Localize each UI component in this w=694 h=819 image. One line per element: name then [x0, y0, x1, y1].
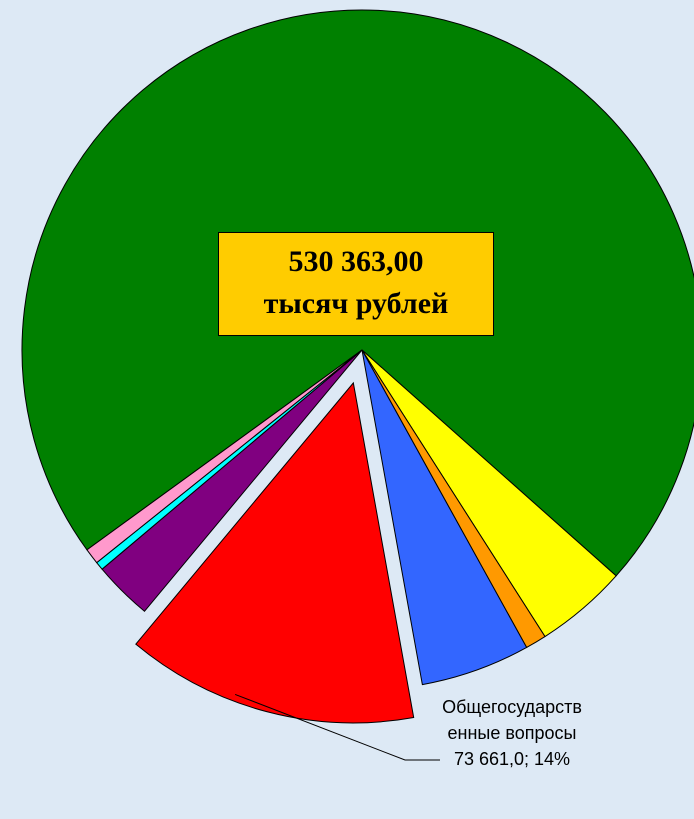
total-box: 530 363,00 тысяч рублей — [218, 232, 494, 336]
total-unit: тысяч рублей — [263, 287, 449, 320]
data-label: Общегосударственные вопросы 73 661,0; 14% — [442, 694, 582, 772]
pie-slice — [135, 381, 415, 724]
leader-line — [234, 693, 440, 761]
pie-slice — [86, 349, 363, 564]
pie-slice — [361, 349, 528, 686]
category-label: Общегосударственные вопросы — [442, 697, 582, 743]
total-value: 530 363,00 — [288, 245, 424, 278]
value-label: 73 661,0; 14% — [453, 749, 571, 769]
